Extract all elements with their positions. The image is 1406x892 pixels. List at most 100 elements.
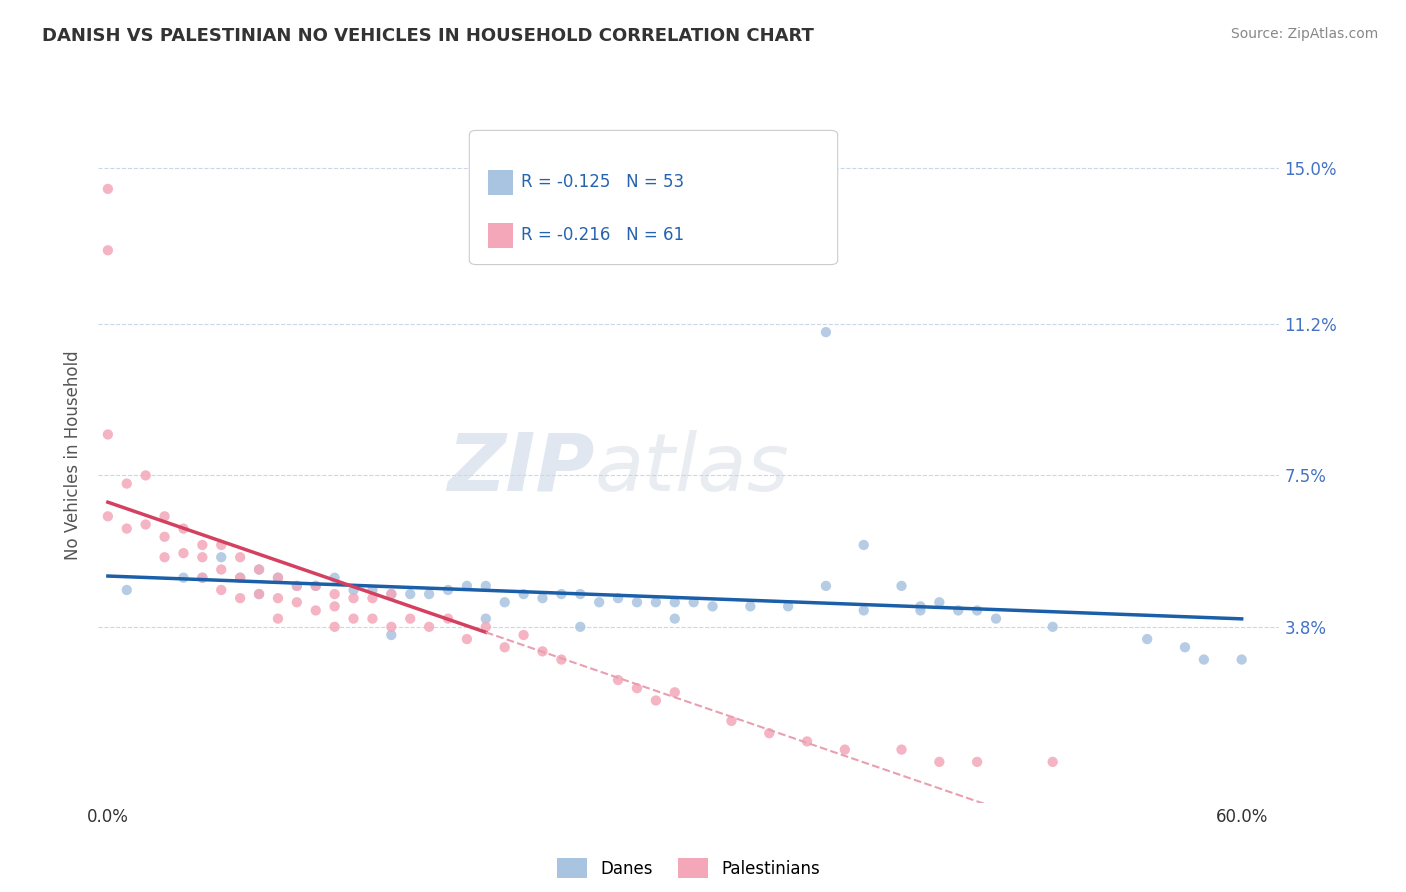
Point: [342, 612, 364, 626]
Point: [531, 644, 554, 658]
Point: [852, 538, 875, 552]
Point: [380, 587, 402, 601]
Point: [475, 612, 498, 626]
Text: Source: ZipAtlas.com: Source: ZipAtlas.com: [1230, 27, 1378, 41]
Point: [644, 595, 666, 609]
Point: [380, 628, 402, 642]
Point: [664, 685, 686, 699]
Text: atlas: atlas: [595, 430, 789, 508]
Point: [890, 742, 912, 756]
Point: [115, 522, 138, 536]
Point: [323, 571, 346, 585]
Y-axis label: No Vehicles in Household: No Vehicles in Household: [65, 350, 83, 560]
Point: [305, 603, 328, 617]
Point: [153, 530, 176, 544]
Point: [115, 476, 138, 491]
Point: [512, 628, 534, 642]
Point: [1136, 632, 1159, 646]
Point: [437, 582, 460, 597]
Point: [512, 587, 534, 601]
Point: [928, 755, 950, 769]
Point: [644, 693, 666, 707]
Point: [285, 579, 308, 593]
Point: [247, 562, 270, 576]
Point: [209, 538, 232, 552]
Point: [305, 579, 328, 593]
Point: [531, 591, 554, 606]
Point: [852, 603, 875, 617]
Point: [607, 673, 630, 687]
Point: [928, 595, 950, 609]
Point: [153, 509, 176, 524]
Point: [607, 591, 630, 606]
Text: ZIP: ZIP: [447, 430, 595, 508]
Point: [323, 587, 346, 601]
Point: [115, 582, 138, 597]
Point: [342, 591, 364, 606]
Point: [475, 620, 498, 634]
Point: [664, 595, 686, 609]
Point: [267, 612, 290, 626]
Point: [494, 595, 516, 609]
Point: [1230, 652, 1253, 666]
Point: [910, 599, 932, 614]
Point: [456, 579, 478, 593]
Point: [209, 550, 232, 565]
Text: DANISH VS PALESTINIAN NO VEHICLES IN HOUSEHOLD CORRELATION CHART: DANISH VS PALESTINIAN NO VEHICLES IN HOU…: [42, 27, 814, 45]
Point: [135, 517, 157, 532]
Point: [361, 582, 384, 597]
Point: [97, 182, 120, 196]
Point: [323, 599, 346, 614]
Point: [209, 582, 232, 597]
Point: [778, 599, 800, 614]
Point: [267, 571, 290, 585]
Point: [664, 612, 686, 626]
Point: [361, 612, 384, 626]
Point: [740, 599, 762, 614]
Point: [550, 652, 572, 666]
Point: [702, 599, 724, 614]
Point: [209, 562, 232, 576]
Point: [550, 587, 572, 601]
Point: [418, 620, 440, 634]
Point: [97, 244, 120, 258]
Point: [984, 612, 1007, 626]
Point: [1192, 652, 1215, 666]
Point: [626, 595, 648, 609]
Point: [626, 681, 648, 696]
Point: [323, 620, 346, 634]
Point: [135, 468, 157, 483]
Point: [172, 571, 194, 585]
Point: [948, 603, 970, 617]
Point: [494, 640, 516, 655]
Point: [247, 587, 270, 601]
Point: [361, 591, 384, 606]
Point: [966, 755, 988, 769]
Point: [910, 603, 932, 617]
Point: [172, 522, 194, 536]
Point: [191, 571, 214, 585]
Point: [305, 579, 328, 593]
Point: [191, 538, 214, 552]
Point: [229, 571, 252, 585]
Point: [758, 726, 780, 740]
Point: [172, 546, 194, 560]
Text: R = -0.216   N = 61: R = -0.216 N = 61: [522, 226, 685, 244]
Point: [588, 595, 610, 609]
Point: [418, 587, 440, 601]
Point: [191, 571, 214, 585]
Point: [399, 587, 422, 601]
Point: [814, 325, 837, 339]
Point: [569, 587, 592, 601]
Point: [890, 579, 912, 593]
Point: [456, 632, 478, 646]
Point: [342, 582, 364, 597]
Legend: Danes, Palestinians: Danes, Palestinians: [551, 851, 827, 885]
Point: [796, 734, 818, 748]
Point: [285, 595, 308, 609]
Point: [475, 579, 498, 593]
Point: [437, 612, 460, 626]
Point: [1042, 755, 1064, 769]
Point: [229, 550, 252, 565]
Point: [1174, 640, 1197, 655]
